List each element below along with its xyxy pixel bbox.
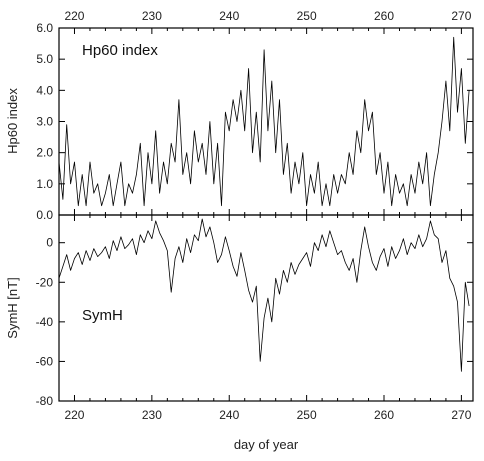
- x-tick-label-bottom: 230: [142, 408, 162, 422]
- y-tick-label: -60: [36, 354, 54, 368]
- y-tick-label: 2.0: [36, 146, 53, 160]
- x-tick-label-top: 220: [64, 9, 84, 23]
- y-tick-label: -40: [36, 315, 54, 329]
- symh-y-axis-label: SymH [nT]: [5, 277, 20, 338]
- y-tick-label: -20: [36, 275, 54, 289]
- x-tick-label-top: 240: [219, 9, 239, 23]
- y-tick-label: 4.0: [36, 83, 53, 97]
- x-tick-label-bottom: 270: [451, 408, 471, 422]
- hp60-ticks: [58, 27, 473, 216]
- y-tick-label: 1.0: [36, 177, 53, 191]
- y-tick-label: 0: [46, 236, 53, 250]
- x-tick-label-top: 230: [142, 9, 162, 23]
- symh-panel: SymH SymH [nT] -80 -60 -40 -20 0 220 230 240 25…: [5, 214, 474, 452]
- x-tick-label-top: 270: [451, 9, 471, 23]
- hp60-panel: Hp60 index Hp60 index 0.0 1.0 2.0 3.0 4.0 5.0…: [5, 9, 474, 222]
- x-tick-label-bottom: 260: [374, 408, 394, 422]
- x-tick-label-top: 250: [297, 9, 317, 23]
- x-tick-label-top: 260: [374, 9, 394, 23]
- hp60-panel-label: Hp60 index: [82, 42, 158, 59]
- hp60-y-tick-labels: 0.0 1.0 2.0 3.0 4.0 5.0 6.0: [36, 21, 53, 222]
- top-x-tick-labels: 220 230 240 250 260 270: [64, 9, 471, 23]
- x-tick-label-bottom: 250: [297, 408, 317, 422]
- hp60-y-axis-label: Hp60 index: [5, 88, 20, 154]
- symh-plot-frame: [58, 214, 474, 402]
- symh-y-tick-labels: -80 -60 -40 -20 0: [36, 236, 54, 408]
- hp60-series-line: [58, 36, 470, 207]
- y-tick-label: -80: [36, 394, 54, 408]
- x-axis-label: day of year: [234, 437, 299, 452]
- symh-ticks: [58, 215, 473, 402]
- x-tick-label-bottom: 220: [64, 408, 84, 422]
- x-tick-label-bottom: 240: [219, 408, 239, 422]
- symh-panel-label: SymH: [82, 307, 123, 324]
- y-tick-label: 0.0: [36, 208, 53, 222]
- y-tick-label: 3.0: [36, 115, 53, 129]
- y-tick-label: 5.0: [36, 52, 53, 66]
- bottom-x-tick-labels: 220 230 240 250 260 270: [64, 408, 471, 422]
- y-tick-label: 6.0: [36, 21, 53, 35]
- symh-series-line: [58, 218, 470, 372]
